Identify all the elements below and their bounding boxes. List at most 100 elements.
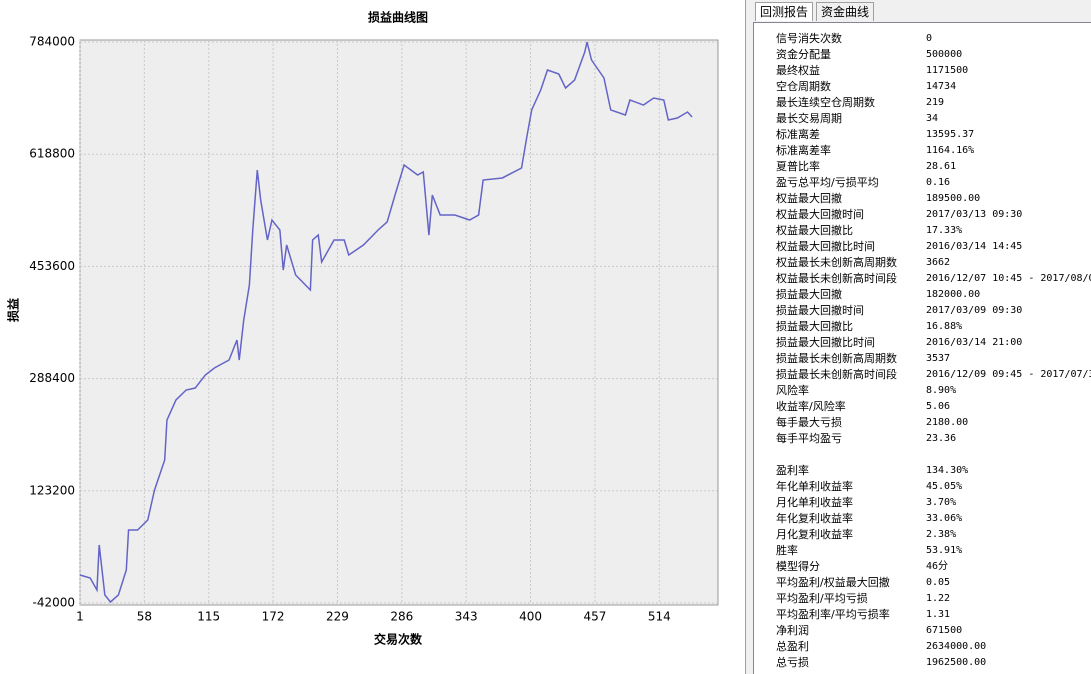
y-tick-label: 453600	[29, 259, 75, 273]
report-label: 资金分配量	[776, 48, 831, 61]
x-tick-label: 229	[326, 610, 349, 624]
report-value: 2016/03/14 14:45	[926, 241, 1023, 252]
y-tick-label: -42000	[32, 596, 75, 610]
report-label: 每手平均盈亏	[776, 432, 842, 445]
report-label: 平均盈利/平均亏损	[776, 592, 868, 605]
report-value: 2016/03/14 21:00	[926, 337, 1023, 348]
report-value: 0	[926, 33, 933, 44]
report-label: 权益最大回撤比	[776, 224, 853, 237]
report-label: 平均盈利率/平均亏损率	[776, 608, 890, 621]
report-value: 8.90%	[926, 385, 957, 396]
report-value: 13595.37	[926, 129, 975, 140]
report-value: 3537	[926, 353, 951, 364]
report-value: 28.61	[926, 161, 957, 172]
report-list: 信号消失次数 0 资金分配量 500000 最终权益 1171500 空仓周期数 14734 最…	[753, 22, 1091, 674]
report-label: 损益最大回撤	[776, 288, 842, 301]
report-label: 损益最长未创新高时间段	[776, 368, 897, 381]
report-value: 1.22	[926, 593, 951, 604]
report-label: 总亏损	[776, 656, 809, 669]
report-label: 月化复利收益率	[776, 528, 853, 541]
report-label: 模型得分	[776, 560, 820, 573]
report-value: 2017/03/13 09:30	[926, 209, 1023, 220]
x-axis-label: 交易次数	[374, 632, 423, 647]
report-value: 5.06	[926, 401, 951, 412]
y-tick-label: 288400	[29, 371, 75, 385]
report-value: 46分	[926, 561, 949, 572]
report-label: 平均盈利/权益最大回撤	[776, 576, 890, 589]
report-label: 空仓周期数	[776, 80, 831, 93]
report-label: 权益最大回撤时间	[776, 208, 864, 221]
x-tick-label: 1	[76, 610, 84, 624]
tab[interactable]: 资金曲线	[816, 2, 875, 21]
report-value: 500000	[926, 49, 963, 60]
report-label: 最长交易周期	[776, 112, 842, 125]
report-label: 总盈利	[776, 640, 809, 653]
report-label: 最终权益	[776, 64, 820, 77]
report-value: 2634000.00	[926, 641, 987, 652]
report-value: 0.16	[926, 177, 951, 188]
report-value: 14734	[926, 81, 957, 92]
report-label: 最长连续空仓周期数	[776, 96, 875, 109]
report-label: 损益最长未创新高周期数	[776, 352, 897, 365]
x-tick-label: 457	[583, 610, 606, 624]
chart: 损益曲线图 交易次数 损益 -42000 123200 288400 453600 61…	[6, 10, 719, 647]
report-panel: 回测报告 资金曲线 信号消失次数 0 资金分配量 500000 最终权益 1171500 空…	[745, 0, 1091, 674]
report-value: 34	[926, 113, 939, 124]
report-value: 1171500	[926, 65, 969, 76]
report-value: 189500.00	[926, 193, 981, 204]
report-label: 净利润	[776, 624, 809, 637]
x-tick-label: 514	[648, 610, 671, 624]
y-tick-label: 784000	[29, 35, 75, 49]
x-tick-label: 286	[390, 610, 413, 624]
report-value: 1164.16%	[926, 145, 975, 156]
report-label: 权益最大回撤比时间	[776, 240, 875, 253]
x-tick-label: 115	[197, 610, 220, 624]
tab[interactable]: 回测报告	[755, 2, 814, 21]
report-value: 1962500.00	[926, 657, 987, 668]
plot-area	[79, 39, 719, 606]
report-value: 16.88%	[926, 321, 963, 332]
x-tick-label: 58	[137, 610, 152, 624]
report-value: 2180.00	[926, 417, 969, 428]
report-value: 1.31	[926, 609, 951, 620]
report-label: 权益最长未创新高时间段	[776, 272, 897, 285]
report-value: 45.05%	[926, 481, 963, 492]
line	[79, 41, 693, 604]
report-value: 671500	[926, 625, 963, 636]
report-label: 风险率	[776, 384, 809, 397]
report-value: 17.33%	[926, 225, 963, 236]
report-value: 3662	[926, 257, 951, 268]
report-label: 损益最大回撤比时间	[776, 336, 875, 349]
report-label: 胜率	[776, 544, 798, 557]
report-label: 年化单利收益率	[776, 480, 853, 493]
report-value: 2016/12/09 09:45 - 2017/07/3	[926, 369, 1091, 380]
x-tick-label: 400	[519, 610, 542, 624]
report-value: 23.36	[926, 433, 957, 444]
report-value: 53.91%	[926, 545, 963, 556]
x-tick-label: 172	[262, 610, 285, 624]
report-value: 182000.00	[926, 289, 981, 300]
chart-title: 损益曲线图	[368, 10, 428, 25]
report-label: 盈利率	[776, 464, 809, 477]
report-value: 33.06%	[926, 513, 963, 524]
report-label: 盈亏总平均/亏损平均	[776, 176, 879, 189]
report-label: 夏普比率	[776, 160, 820, 173]
report-label: 年化复利收益率	[776, 512, 853, 525]
report-value: 2.38%	[926, 529, 957, 540]
report-value: 2017/03/09 09:30	[926, 305, 1023, 316]
report-value: 134.30%	[926, 465, 969, 476]
x-tick-label: 343	[455, 610, 478, 624]
report-label: 每手最大亏损	[776, 416, 842, 429]
report-value: 0.05	[926, 577, 951, 588]
report-label: 权益最大回撤	[776, 192, 842, 205]
report-label: 损益最大回撤比	[776, 320, 853, 333]
report-value: 219	[926, 97, 945, 108]
report-label: 月化单利收益率	[776, 496, 853, 509]
y-tick-label: 618800	[29, 147, 75, 161]
report-label: 收益率/风险率	[776, 400, 846, 413]
report-label: 权益最长未创新高周期数	[776, 256, 897, 269]
report-label: 信号消失次数	[776, 32, 842, 45]
report-label: 损益最大回撤时间	[776, 304, 864, 317]
report-value: 2016/12/07 10:45 - 2017/08/0	[926, 273, 1091, 284]
